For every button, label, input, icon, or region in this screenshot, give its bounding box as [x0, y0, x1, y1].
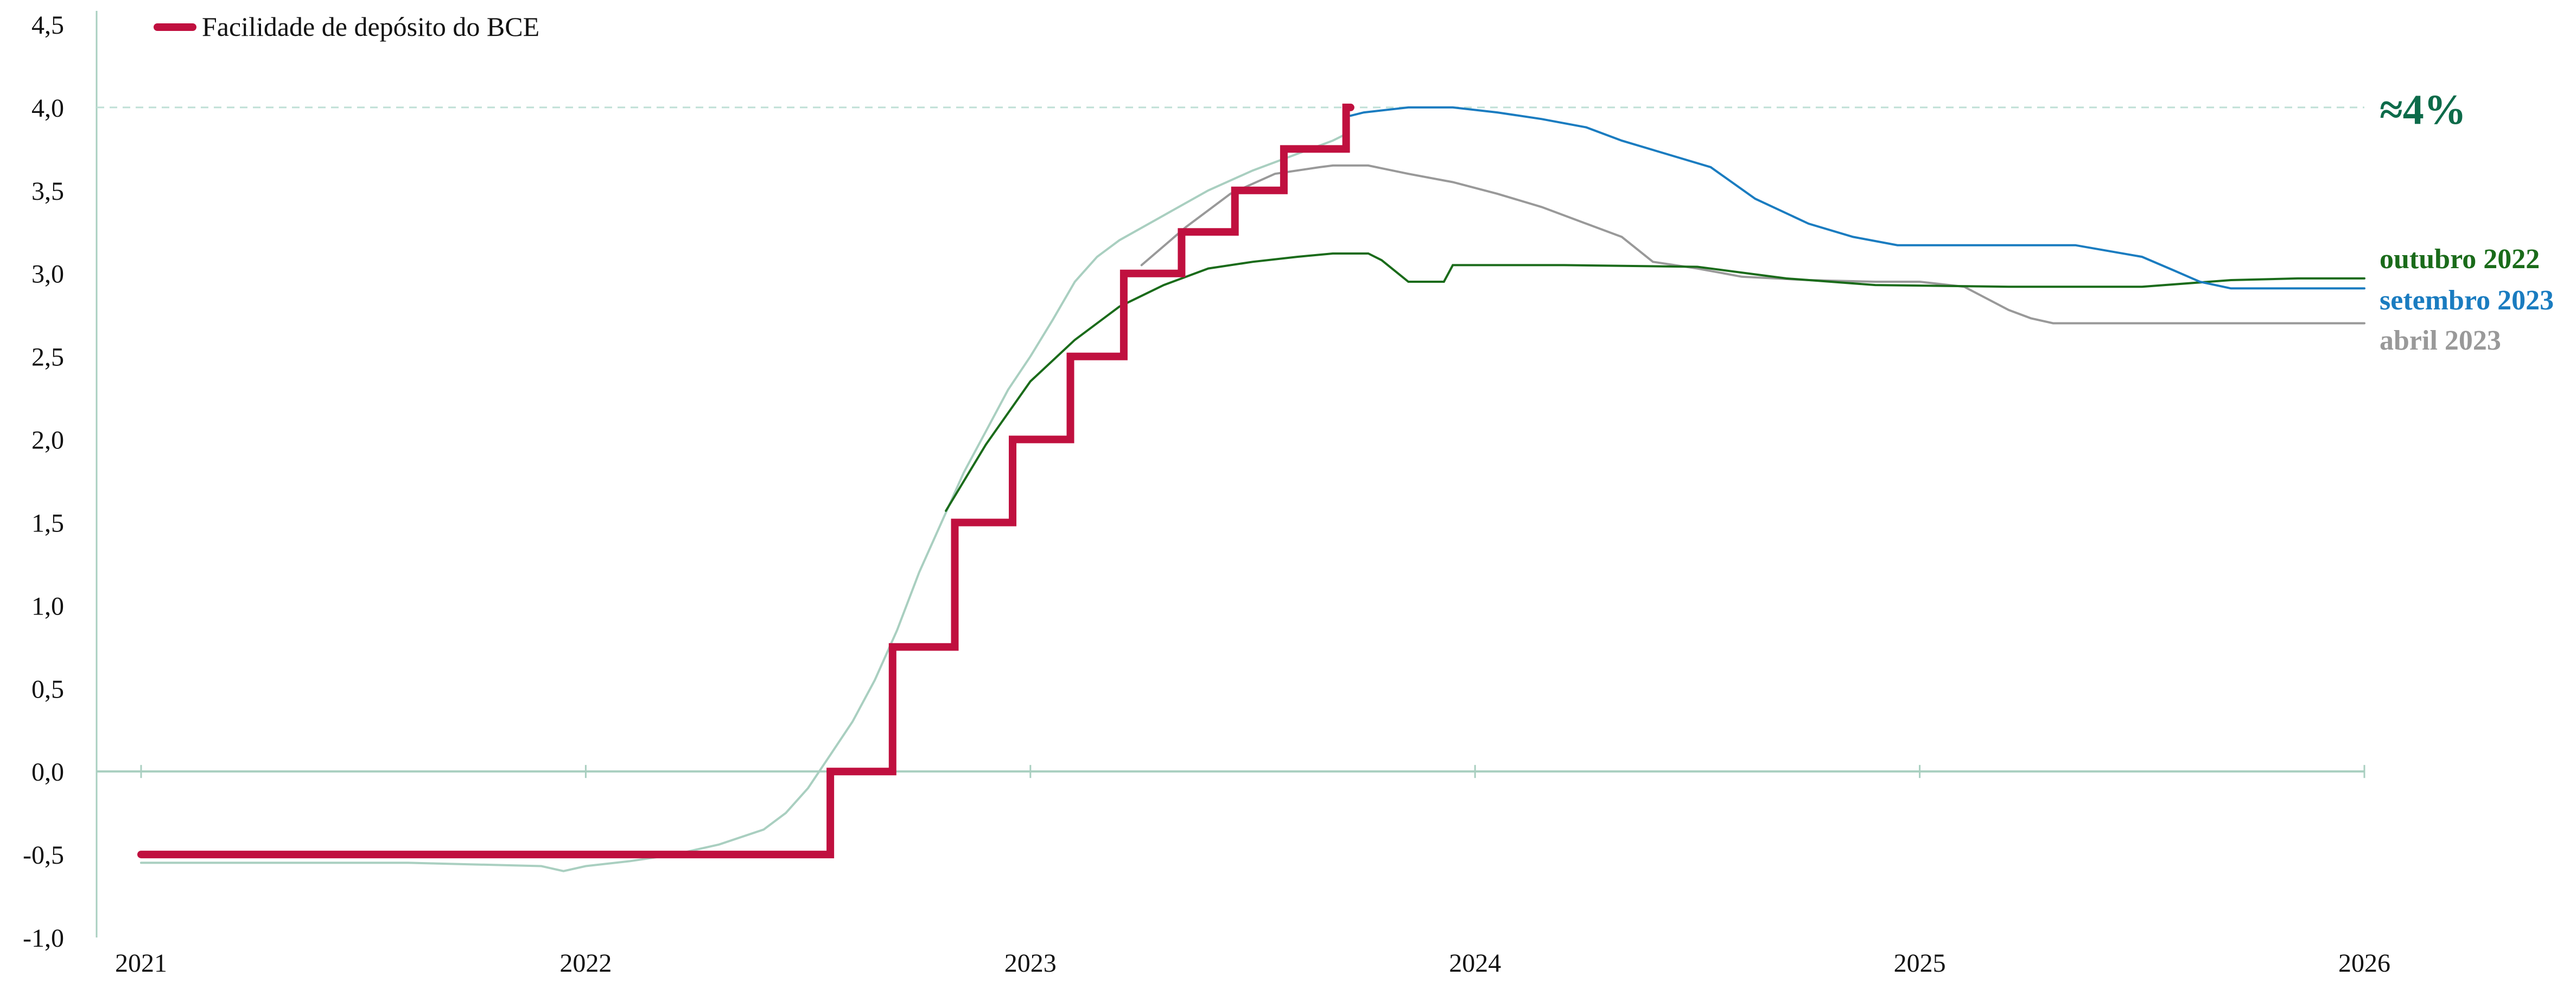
y-tick-label: 0,5 — [31, 675, 64, 704]
y-tick-label: 1,5 — [31, 509, 64, 537]
y-tick-label: 1,0 — [31, 592, 64, 620]
axes-group: 4,5 4,0 3,5 3,0 2,5 2,0 1,5 1,0 0,5 0,0 -0,5 -1,0 20… — [23, 11, 2390, 978]
series-label-setembro-2023: setembro 2023 — [2380, 285, 2554, 316]
series-label-abril-2023: abril 2023 — [2380, 325, 2501, 356]
x-tick-label: 2026 — [2338, 949, 2390, 978]
y-tick-label: 4,5 — [31, 11, 64, 40]
series-line-abril-2023 — [1140, 164, 2365, 325]
y-tick-label: -1,0 — [23, 924, 64, 953]
legend-label: Facilidade de depósito do BCE — [202, 11, 539, 42]
x-tick-label: 2022 — [559, 949, 612, 978]
x-tick-label: 2023 — [1004, 949, 1057, 978]
y-tick-label: 3,5 — [31, 177, 64, 206]
series-group — [137, 103, 2365, 872]
x-tick-label: 2024 — [1449, 949, 1501, 978]
x-tick-label: 2025 — [1894, 949, 1946, 978]
series-line-setembro-2023 — [1349, 106, 2365, 290]
y-tick-label: 2,0 — [31, 426, 64, 455]
legend: Facilidade de depósito do BCE — [154, 11, 539, 42]
market-rate-line — [140, 132, 1347, 872]
series-label-outubro-2022: outubro 2022 — [2380, 244, 2540, 275]
series-line-outubro-2022 — [945, 252, 2365, 512]
series-labels-group: ≈4% outubro 2022 setembro 2023 abril 202… — [2380, 86, 2554, 356]
deposit-facility-line — [137, 103, 1354, 859]
annotation-label: ≈4% — [2380, 86, 2466, 133]
y-tick-label: 0,0 — [31, 758, 64, 787]
y-tick-label: 4,0 — [31, 94, 64, 123]
y-tick-label: 2,5 — [31, 343, 64, 372]
x-tick-label: 2021 — [115, 949, 167, 978]
y-tick-label: 3,0 — [31, 260, 64, 289]
y-tick-label: -0,5 — [23, 841, 64, 870]
